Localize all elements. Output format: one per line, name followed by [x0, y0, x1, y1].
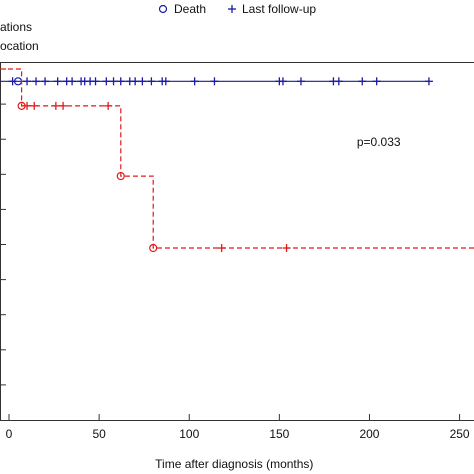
plot-area: [0, 62, 474, 421]
x-tick-label: 100: [179, 427, 199, 441]
censor-marker: [278, 77, 287, 86]
censor-marker: [8, 77, 17, 86]
death-marker: [149, 243, 158, 253]
censor-marker: [372, 77, 381, 86]
censor-marker: [23, 101, 32, 110]
x-tick-label: 150: [269, 427, 289, 441]
censor-marker: [59, 101, 68, 110]
death-marker: [116, 171, 125, 181]
x-axis-title: Time after diagnosis (months): [155, 457, 313, 471]
censor-marker: [51, 101, 60, 110]
censor-marker: [91, 77, 100, 86]
censor-marker: [102, 77, 111, 86]
censor-marker: [147, 77, 156, 86]
censor-marker: [68, 77, 77, 86]
x-tick-label: 50: [92, 427, 106, 441]
censor-marker: [32, 77, 41, 86]
censor-marker: [282, 244, 291, 253]
series-1: [0, 68, 474, 253]
p-value-annotation: p=0.033: [357, 135, 401, 149]
censor-marker: [190, 77, 199, 86]
legend-label-last-follow-up: Last follow-up: [242, 2, 316, 16]
censor-marker: [53, 77, 62, 86]
censor-marker: [424, 77, 433, 86]
series-layer: [0, 68, 474, 253]
legend-label-red-group: ocation: [0, 39, 39, 53]
censor-marker: [116, 77, 125, 86]
survival-curve: [0, 68, 474, 249]
legend: Death Last follow-up ations ocation: [0, 2, 316, 53]
x-axis: 0 50 100 150 200 250: [6, 414, 470, 441]
x-tick-label: 250: [450, 427, 470, 441]
censor-marker: [358, 77, 367, 86]
series-0: [0, 77, 433, 86]
censor-marker: [30, 101, 39, 110]
legend-label-blue-group: ations: [0, 20, 32, 34]
censor-marker: [131, 77, 140, 86]
censor-marker: [104, 101, 113, 110]
legend-death-marker-icon: [158, 4, 168, 14]
censor-marker: [334, 77, 343, 86]
censor-marker: [217, 244, 226, 253]
censor-marker: [161, 77, 170, 86]
legend-label-death: Death: [174, 2, 206, 16]
x-tick-label: 0: [6, 427, 13, 441]
censor-marker: [210, 77, 219, 86]
censor-marker: [109, 77, 118, 86]
censor-marker: [138, 77, 147, 86]
censor-marker: [41, 77, 50, 86]
censor-marker: [23, 77, 32, 86]
legend-last-follow-up-marker-icon: [228, 5, 236, 13]
x-tick-label: 200: [359, 427, 379, 441]
plot-border: [0, 62, 474, 421]
censor-marker: [296, 77, 305, 86]
